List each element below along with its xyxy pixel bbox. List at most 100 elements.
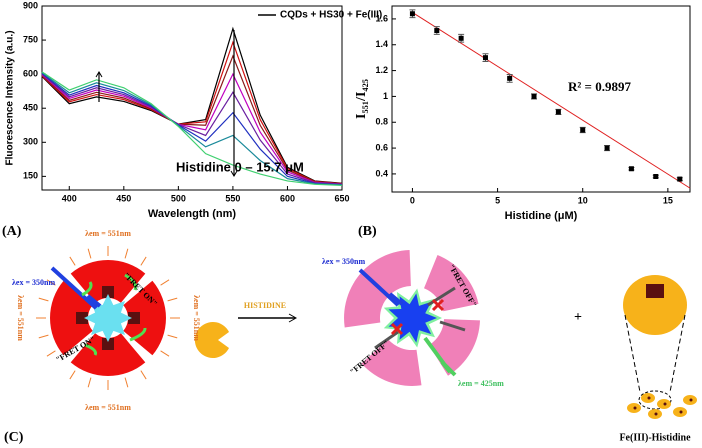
wedge — [70, 333, 146, 376]
spectrum-line — [41, 72, 343, 186]
point — [434, 28, 440, 34]
excitation — [50, 266, 102, 310]
spectrum-line — [41, 72, 343, 186]
ray — [87, 377, 92, 388]
y-tick-label: 750 — [23, 34, 38, 44]
zoom-circle — [638, 390, 672, 410]
y-axis-label: Fluorescence Intensity (a.u.) — [5, 30, 16, 165]
x-tick-label: 10 — [578, 195, 588, 205]
fret-arrow — [84, 343, 97, 356]
y-tick-label: 1.4 — [375, 39, 388, 49]
emission — [423, 336, 457, 377]
arrow-head — [288, 313, 298, 323]
label: λem = 551nm — [16, 295, 25, 341]
point — [653, 174, 659, 179]
x-tick-label: 500 — [171, 193, 186, 203]
spectrum-line — [41, 40, 343, 185]
y-tick-label: 300 — [23, 137, 38, 147]
fret-arrow — [129, 327, 147, 342]
y-tick-label: 900 — [23, 0, 38, 10]
legend-label: CQDs + HS30 + Fe(III) — [280, 10, 382, 21]
point — [677, 176, 683, 182]
blocked-arrow — [427, 286, 456, 307]
label: Fe(III)-Histidine — [619, 432, 691, 443]
x-tick-label: 5 — [495, 195, 500, 205]
point — [409, 11, 415, 17]
zoom-lines — [624, 314, 686, 393]
panel-label: (C) — [4, 430, 24, 445]
x-axis-label: Wavelength (nm) — [148, 208, 237, 220]
y-tick-label: 150 — [23, 171, 38, 181]
wedge — [361, 339, 422, 386]
spectrum-line — [41, 26, 343, 184]
complex-large — [623, 275, 687, 335]
label: λem = 425nm — [458, 379, 504, 388]
x-axis-label: Histidine (μM) — [505, 210, 578, 222]
y-axis-label: I₅₅₁/I₄₂₅ — [354, 79, 369, 119]
fit-line — [412, 12, 691, 189]
ray — [124, 377, 129, 388]
iron — [689, 398, 693, 402]
spectrum-line — [41, 73, 343, 185]
excitation — [358, 268, 404, 307]
point — [604, 145, 610, 151]
point — [482, 55, 488, 61]
panel-label: (A) — [2, 224, 22, 239]
y-tick-label: 450 — [23, 103, 38, 113]
label: + — [574, 310, 582, 325]
spectrum-line — [41, 72, 343, 185]
x-tick-label: 450 — [116, 193, 131, 203]
blocked-arrow — [374, 330, 399, 350]
point — [458, 35, 464, 41]
y-tick-label: 0.6 — [375, 142, 388, 152]
ray — [38, 297, 49, 302]
plot-frame — [391, 5, 691, 193]
iron — [663, 402, 667, 406]
label: λem = 551nm — [85, 229, 131, 238]
point — [555, 109, 561, 115]
x-tick-label: 600 — [280, 193, 295, 203]
ray — [87, 248, 92, 259]
arrow-head — [95, 71, 103, 78]
fret-arrow — [81, 281, 93, 297]
spectrum-line — [41, 54, 343, 185]
label: λem = 551nm — [192, 295, 201, 341]
y-tick-label: 1.2 — [375, 65, 388, 75]
ray — [46, 350, 56, 357]
y-tick-label: 1.6 — [375, 13, 388, 23]
y-tick-label: 1 — [383, 91, 388, 101]
panel-label: (B) — [358, 224, 377, 239]
point — [628, 166, 634, 172]
label: λem = 551nm — [85, 403, 131, 412]
wedge — [70, 260, 146, 303]
hexagon — [102, 338, 114, 350]
ray — [167, 297, 178, 302]
wedge — [123, 280, 166, 356]
x-tick-label: 0 — [410, 195, 415, 205]
ray — [69, 370, 76, 380]
annotation: Histidine 0 – 15.7 μM — [176, 159, 304, 174]
x-tick-label: 550 — [225, 193, 240, 203]
x-tick-label: 15 — [663, 195, 673, 205]
ray — [160, 279, 170, 286]
iron — [654, 412, 658, 416]
y-tick-label: 0.8 — [375, 117, 388, 127]
arrow-head — [230, 170, 238, 177]
wedge — [344, 267, 391, 328]
ray — [46, 279, 56, 286]
histidine-shape — [194, 322, 229, 359]
hexagon — [646, 284, 664, 298]
iron — [647, 396, 651, 400]
spectrum-line — [41, 71, 343, 187]
wedge — [50, 280, 93, 356]
y-tick-label: 0.4 — [375, 168, 388, 178]
ray — [124, 248, 129, 259]
hexagon — [102, 286, 114, 298]
hexagon — [76, 312, 88, 324]
blocked-arrow — [439, 320, 466, 332]
iron — [633, 406, 637, 410]
iron — [679, 410, 683, 414]
ray — [140, 256, 147, 266]
ray — [160, 350, 170, 357]
